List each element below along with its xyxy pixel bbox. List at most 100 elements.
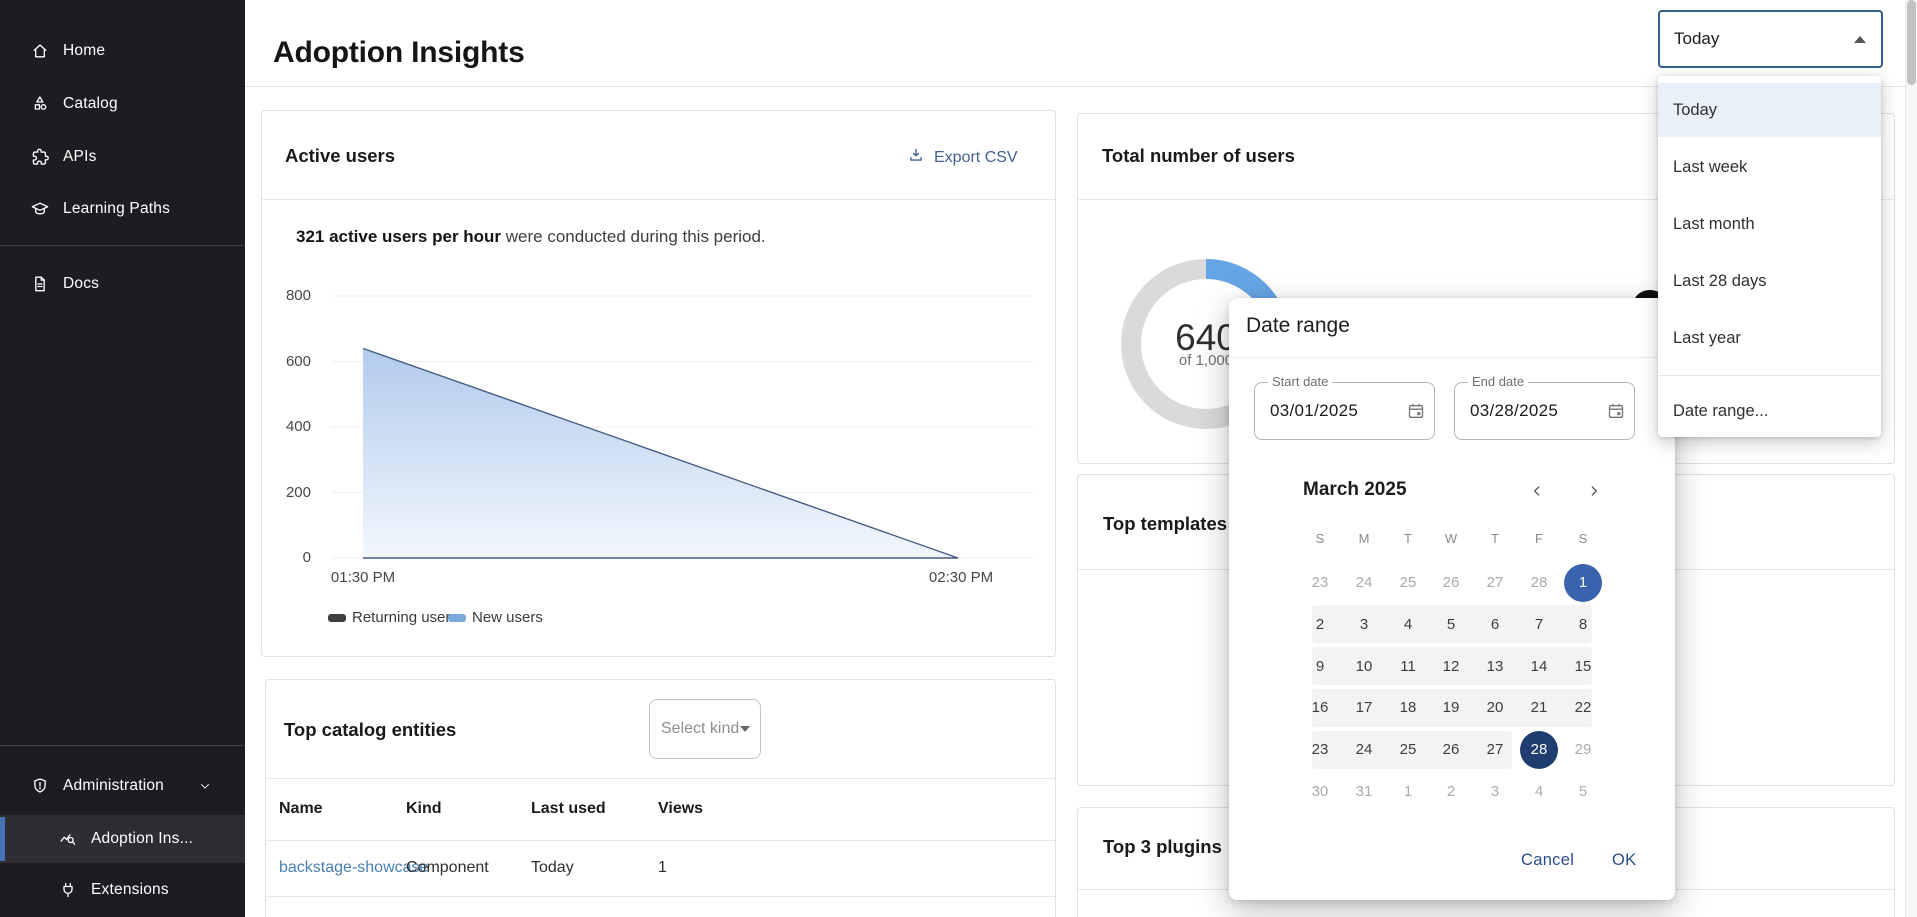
ok-button[interactable]: OK (1612, 851, 1637, 869)
sidebar-item-catalog[interactable]: Catalog (0, 80, 245, 128)
calendar-day[interactable]: 28 (1520, 731, 1558, 769)
calendar-day[interactable]: 3 (1490, 783, 1500, 800)
docs-icon (30, 274, 50, 294)
period-select-value: Today (1674, 29, 1720, 48)
header-divider (245, 86, 1917, 87)
calendar-day[interactable]: 25 (1399, 741, 1417, 758)
calendar-day[interactable]: 14 (1530, 658, 1548, 675)
calendar-day[interactable]: 23 (1311, 574, 1329, 591)
calendar-day[interactable]: 28 (1530, 574, 1548, 591)
calendar-day[interactable]: 27 (1486, 574, 1504, 591)
legend-item: Returning users (328, 609, 458, 626)
home-icon (30, 41, 50, 61)
calendar-day[interactable]: 5 (1446, 616, 1456, 633)
column-header-last-used: Last used (531, 800, 606, 817)
selected-range-band (1312, 731, 1512, 769)
calendar-day[interactable]: 18 (1399, 699, 1417, 716)
sidebar-item-learning-paths[interactable]: Learning Paths (0, 185, 245, 233)
weekday-label: S (1578, 531, 1588, 546)
calendar-day[interactable]: 24 (1355, 574, 1373, 591)
card-title: Top 3 plugins (1103, 836, 1222, 857)
calendar-day[interactable]: 24 (1355, 741, 1373, 758)
calendar-day[interactable]: 3 (1359, 616, 1369, 633)
calendar-day[interactable]: 7 (1534, 616, 1544, 633)
select-kind-dropdown[interactable]: Select kind (649, 699, 761, 759)
calendar-day[interactable]: 4 (1403, 616, 1413, 633)
table-header-divider (266, 840, 1055, 841)
legend-swatch (448, 613, 466, 622)
menu-option-today[interactable]: Today (1658, 83, 1881, 137)
calendar-day[interactable]: 8 (1578, 616, 1588, 633)
calendar-day[interactable]: 5 (1578, 783, 1588, 800)
page-scrollbar[interactable] (1905, 0, 1917, 917)
calendar-day[interactable]: 20 (1486, 699, 1504, 716)
menu-divider (1658, 375, 1881, 376)
y-tick-label: 0 (302, 549, 311, 566)
previous-month-button[interactable] (1523, 477, 1551, 505)
sidebar-item-docs[interactable]: Docs (0, 260, 245, 308)
catalog-icon (30, 94, 50, 114)
legend-item: New users (448, 609, 543, 626)
calendar-day[interactable]: 6 (1490, 616, 1500, 633)
sidebar-divider (0, 745, 245, 746)
calendar-icon[interactable] (1406, 401, 1426, 421)
calendar-icon[interactable] (1606, 401, 1626, 421)
export-csv-button[interactable]: Export CSV (907, 146, 1018, 169)
entity-link[interactable]: backstage-showcase (279, 859, 429, 876)
chevron-up-icon (1854, 35, 1866, 43)
menu-option-last-year[interactable]: Last year (1673, 328, 1741, 347)
start-date-field[interactable]: Start date 03/01/2025 (1254, 374, 1435, 440)
weekday-label: T (1491, 531, 1499, 546)
calendar-day[interactable]: 21 (1530, 699, 1548, 716)
calendar-day[interactable]: 16 (1311, 699, 1329, 716)
end-date-field[interactable]: End date 03/28/2025 (1454, 374, 1635, 440)
next-month-button[interactable] (1580, 477, 1608, 505)
calendar-day[interactable]: 2 (1446, 783, 1456, 800)
menu-option-last-week[interactable]: Last week (1673, 157, 1748, 176)
sidebar-item-adoption-insights[interactable]: Adoption Ins... (0, 815, 245, 863)
calendar-day[interactable]: 19 (1442, 699, 1460, 716)
sidebar-item-extensions[interactable]: Extensions (0, 866, 245, 914)
adoption-insights-icon (58, 829, 78, 849)
sidebar-item-label: Home (63, 42, 106, 59)
sidebar-item-administration[interactable]: Administration (0, 762, 245, 810)
table-row-divider (266, 896, 1055, 897)
sidebar-item-apis[interactable]: APIs (0, 133, 245, 181)
y-tick-label: 200 (285, 483, 311, 501)
legend-label: New users (472, 609, 543, 626)
column-header-kind: Kind (406, 800, 442, 817)
calendar-day[interactable]: 2 (1315, 616, 1325, 633)
calendar-day[interactable]: 11 (1400, 658, 1416, 675)
administration-icon (30, 776, 50, 796)
calendar-day[interactable]: 10 (1355, 658, 1373, 675)
calendar-day[interactable]: 1 (1403, 783, 1413, 800)
calendar-day[interactable]: 30 (1311, 783, 1329, 800)
calendar-day[interactable]: 12 (1442, 658, 1460, 675)
weekday-label: F (1535, 531, 1543, 546)
calendar-day[interactable]: 9 (1315, 658, 1325, 675)
active-users-summary: 321 active users per hour were conducted… (296, 227, 766, 247)
calendar-day[interactable]: 1 (1564, 564, 1602, 602)
calendar-day[interactable]: 25 (1399, 574, 1417, 591)
scrollbar-thumb[interactable] (1907, 0, 1916, 85)
calendar-day[interactable]: 15 (1574, 658, 1592, 675)
calendar-day[interactable]: 4 (1534, 783, 1544, 800)
select-kind-placeholder: Select kind (661, 720, 740, 737)
calendar-day[interactable]: 26 (1442, 574, 1460, 591)
calendar-day[interactable]: 31 (1355, 783, 1373, 800)
sidebar-item-label: Catalog (63, 95, 118, 112)
calendar-day[interactable]: 17 (1355, 699, 1373, 716)
cancel-button[interactable]: Cancel (1521, 851, 1575, 869)
calendar-day[interactable]: 22 (1574, 699, 1592, 716)
menu-option-last-28-days[interactable]: Last 28 days (1673, 271, 1767, 290)
menu-option-last-month[interactable]: Last month (1673, 214, 1755, 233)
sidebar-item-home[interactable]: Home (0, 27, 245, 75)
active-users-area-chart (331, 295, 1033, 559)
menu-option-date-range[interactable]: Date range... (1673, 401, 1769, 420)
period-select[interactable]: Today (1658, 10, 1883, 68)
calendar-day[interactable]: 13 (1486, 658, 1504, 675)
calendar-day[interactable]: 29 (1574, 741, 1592, 758)
calendar-day[interactable]: 26 (1442, 741, 1460, 758)
calendar-day[interactable]: 27 (1486, 741, 1504, 758)
calendar-day[interactable]: 23 (1311, 741, 1329, 758)
